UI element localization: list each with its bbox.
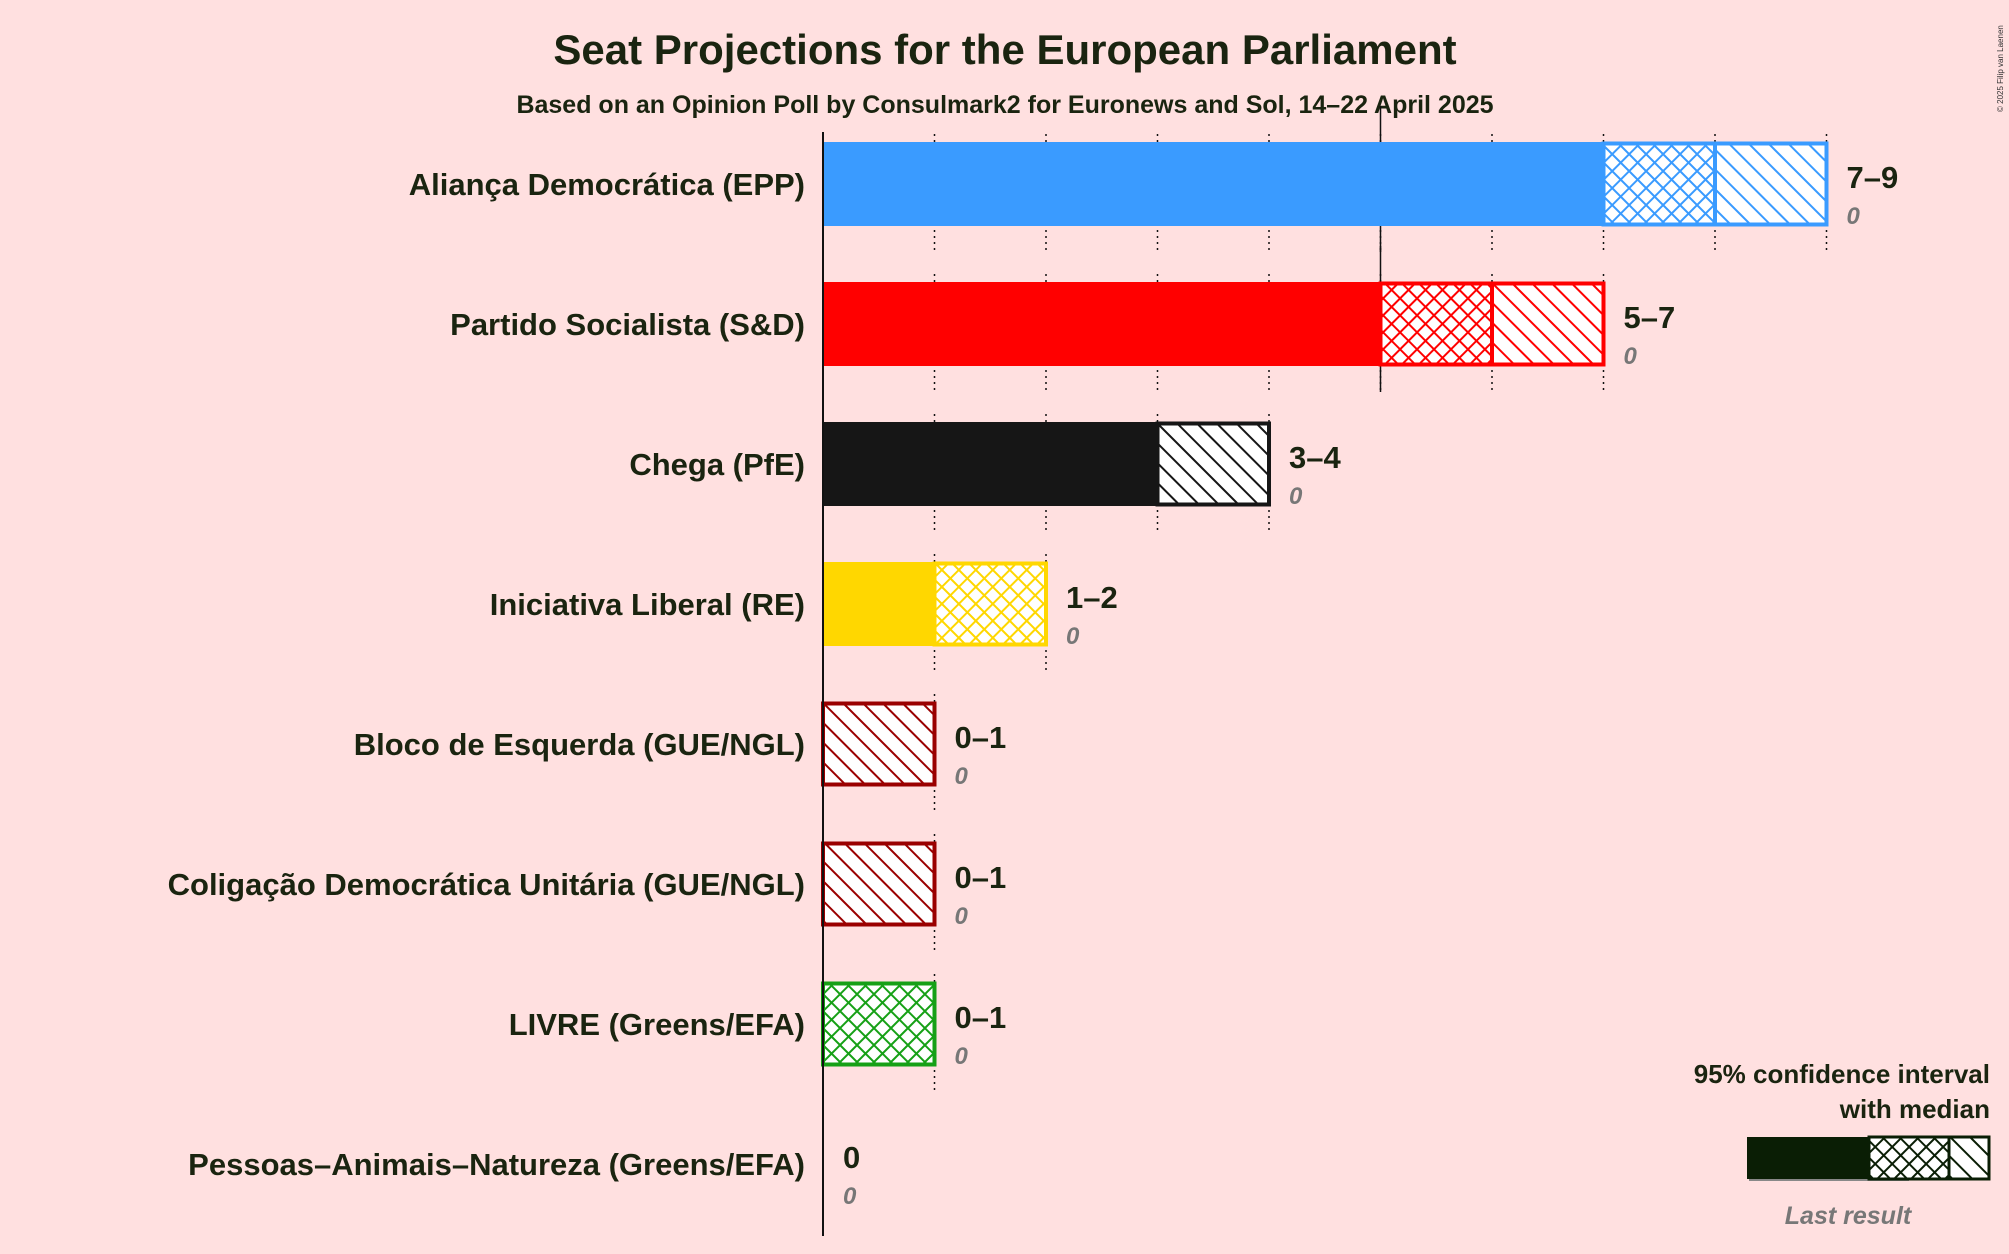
- range-label: 7–9: [1847, 160, 1899, 195]
- bar-hatch: [1713, 141, 1829, 227]
- chart-title: Seat Projections for the European Parlia…: [553, 26, 1456, 73]
- party-label: LIVRE (Greens/EFA): [509, 1007, 805, 1042]
- last-result-label: 0: [955, 1043, 969, 1070]
- range-label: 3–4: [1289, 440, 1341, 475]
- party-label: Aliança Democrática (EPP): [409, 167, 805, 202]
- bar-crosshatch: [932, 561, 1048, 647]
- chart-subtitle: Based on an Opinion Poll by Consulmark2 …: [516, 91, 1493, 119]
- labels-group: Aliança Democrática (EPP) 7–9 0 Partido Soc…: [168, 160, 1899, 1210]
- legend-hatch-bar: [1947, 1135, 1991, 1181]
- party-label: Partido Socialista (S&D): [450, 307, 805, 342]
- last-result-label: 0: [955, 763, 969, 790]
- last-result-label: 0: [1066, 623, 1080, 650]
- copyright-notice: © 2025 Filip van Laenen: [1996, 25, 2005, 112]
- legend: 95% confidence interval with median Last…: [1694, 1059, 1991, 1230]
- range-label: 1–2: [1066, 580, 1118, 615]
- bar-hatch: [821, 701, 937, 787]
- range-label: 0–1: [955, 1000, 1007, 1035]
- legend-ci-label-2: with median: [1839, 1094, 1990, 1124]
- bar-crosshatch: [1378, 281, 1494, 367]
- last-result-label: 0: [1624, 343, 1638, 370]
- legend-solid-bar: [1747, 1137, 1869, 1179]
- party-label: Iniciativa Liberal (RE): [490, 587, 805, 622]
- bar-crosshatch: [1601, 141, 1717, 227]
- bar-hatch: [821, 841, 937, 927]
- bars-group: [821, 141, 1829, 1067]
- range-label: 5–7: [1624, 300, 1676, 335]
- last-result-label: 0: [955, 903, 969, 930]
- legend-ci-label-1: 95% confidence interval: [1694, 1059, 1990, 1089]
- range-label: 0: [843, 1140, 860, 1175]
- range-label: 0–1: [955, 720, 1007, 755]
- party-label: Pessoas–Animais–Natureza (Greens/EFA): [188, 1147, 805, 1182]
- party-label: Coligação Democrática Unitária (GUE/NGL): [168, 867, 805, 902]
- bar-solid: [823, 562, 935, 646]
- party-label: Bloco de Esquerda (GUE/NGL): [354, 727, 805, 762]
- last-result-label: 0: [1289, 483, 1303, 510]
- last-result-label: 0: [843, 1183, 857, 1210]
- legend-last-result-label: Last result: [1785, 1202, 1913, 1230]
- bar-solid: [823, 142, 1604, 226]
- last-result-label: 0: [1847, 203, 1861, 230]
- bar-solid: [823, 282, 1381, 366]
- range-label: 0–1: [955, 860, 1007, 895]
- party-label: Chega (PfE): [629, 447, 805, 482]
- legend-crosshatch-bar: [1867, 1135, 1951, 1181]
- bar-crosshatch: [821, 981, 937, 1067]
- bar-solid: [823, 422, 1158, 506]
- bar-hatch: [1155, 421, 1271, 507]
- bar-hatch: [1490, 281, 1606, 367]
